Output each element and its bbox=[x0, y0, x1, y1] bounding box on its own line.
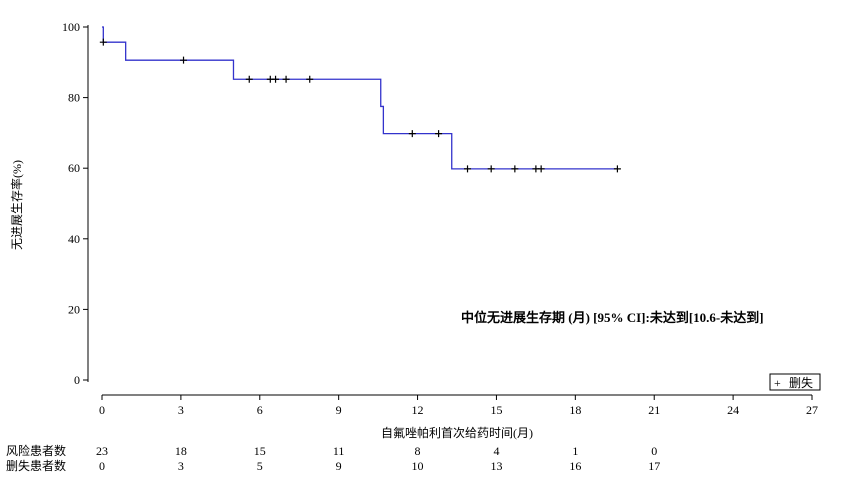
risk-row-label: 风险患者数 bbox=[6, 443, 66, 458]
legend-box bbox=[769, 373, 821, 391]
km-step-line bbox=[102, 26, 618, 170]
risk-value: 16 bbox=[569, 459, 581, 473]
y-tick-label: 100 bbox=[62, 20, 80, 34]
censor-mark bbox=[245, 75, 253, 83]
x-tick-label: 9 bbox=[336, 403, 342, 417]
risk-value: 4 bbox=[493, 444, 499, 458]
x-tick-label: 21 bbox=[648, 403, 660, 417]
risk-value: 5 bbox=[257, 459, 263, 473]
y-axis-title: 无进展生存率(%) bbox=[9, 160, 24, 250]
risk-value: 13 bbox=[490, 459, 502, 473]
censor-mark bbox=[537, 165, 545, 173]
axis-labels: 0 20 40 60 80 100 0 3 6 9 12 15 18 21 24 27 bbox=[62, 20, 818, 417]
legend-label: 删失 bbox=[789, 375, 813, 390]
risk-value: 0 bbox=[99, 459, 105, 473]
risk-value: 3 bbox=[178, 459, 184, 473]
x-tick-label: 18 bbox=[569, 403, 581, 417]
y-tick-label: 20 bbox=[68, 302, 80, 316]
risk-row-label: 删失患者数 bbox=[6, 458, 66, 473]
axes bbox=[83, 25, 813, 400]
risk-value: 17 bbox=[648, 459, 660, 473]
x-tick-label: 24 bbox=[727, 403, 739, 417]
censor-mark bbox=[99, 38, 107, 46]
legend-marker: + bbox=[774, 376, 781, 390]
censor-mark bbox=[487, 165, 495, 173]
risk-value: 11 bbox=[333, 444, 345, 458]
legend: + 删失 bbox=[769, 373, 821, 391]
risk-value: 18 bbox=[175, 444, 187, 458]
censor-mark bbox=[464, 165, 472, 173]
censor-mark bbox=[408, 130, 416, 138]
censor-mark bbox=[435, 130, 443, 138]
censor-mark bbox=[282, 75, 290, 83]
risk-value: 8 bbox=[415, 444, 421, 458]
censor-mark bbox=[511, 165, 519, 173]
risk-value: 10 bbox=[412, 459, 424, 473]
x-axis-title: 自氟唑帕利首次给药时间(月) bbox=[381, 425, 533, 440]
x-tick-label: 6 bbox=[257, 403, 263, 417]
risk-value: 15 bbox=[254, 444, 266, 458]
risk-value: 23 bbox=[96, 444, 108, 458]
x-tick-label: 12 bbox=[412, 403, 424, 417]
survival-curve bbox=[102, 26, 618, 170]
y-tick-label: 40 bbox=[68, 232, 80, 246]
y-tick-label: 80 bbox=[68, 91, 80, 105]
x-tick-label: 0 bbox=[99, 403, 105, 417]
risk-value: 0 bbox=[651, 444, 657, 458]
censor-mark bbox=[306, 75, 314, 83]
censor-mark bbox=[272, 75, 280, 83]
y-tick-label: 0 bbox=[74, 373, 80, 387]
risk-value: 9 bbox=[336, 459, 342, 473]
censor-mark bbox=[180, 56, 188, 64]
x-tick-label: 27 bbox=[806, 403, 818, 417]
x-tick-label: 3 bbox=[178, 403, 184, 417]
risk-value: 1 bbox=[572, 444, 578, 458]
x-tick-label: 15 bbox=[490, 403, 502, 417]
y-tick-label: 60 bbox=[68, 161, 80, 175]
censor-marks bbox=[99, 38, 621, 173]
median-pfs-annotation: 中位无进展生存期 (月) [95% CI]:未达到[10.6-未达到] bbox=[461, 310, 764, 325]
censor-mark bbox=[613, 165, 621, 173]
